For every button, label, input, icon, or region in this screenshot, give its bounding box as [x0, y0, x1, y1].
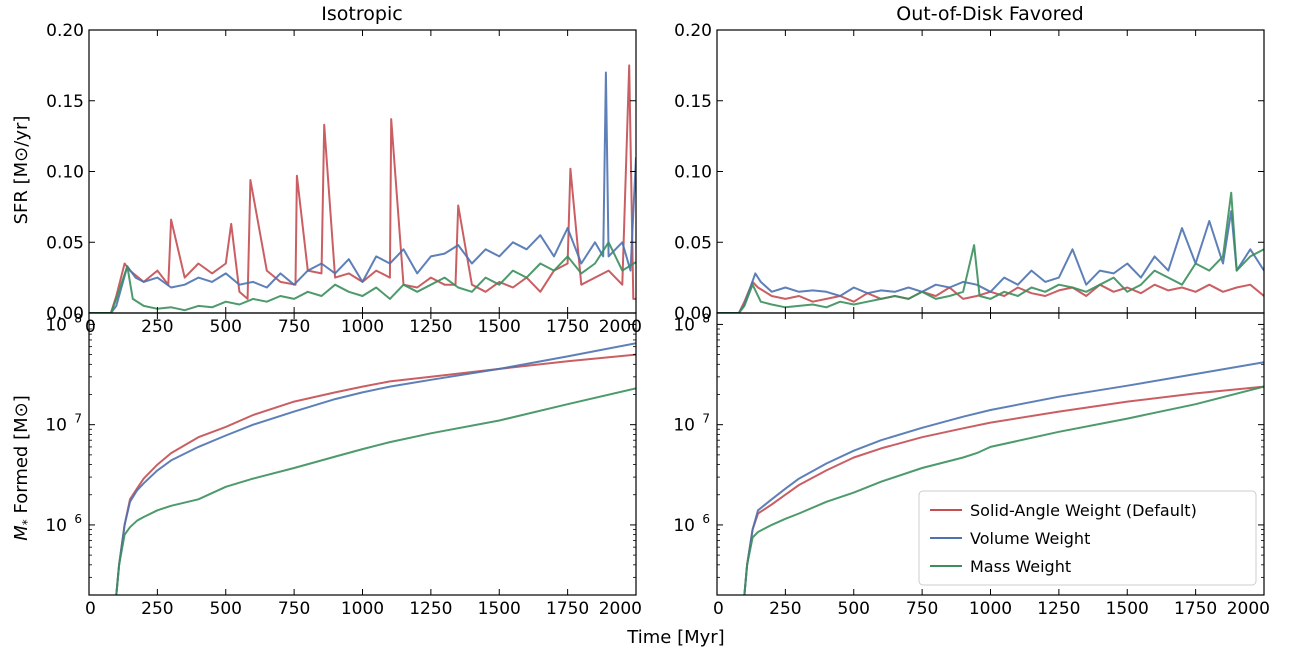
x-tick-label-out-of-disk-mass: 250 — [769, 599, 801, 619]
series-line-isotropic-mass-0 — [115, 353, 636, 595]
y-tick-label-out-of-disk-mass: 10 — [673, 416, 695, 436]
series-line-isotropic-sfr-2 — [89, 241, 636, 313]
x-tick-label-isotropic-mass: 250 — [141, 599, 173, 619]
y-tick-exponent-out-of-disk-mass: 7 — [702, 412, 710, 426]
x-tick-label-isotropic-sfr: 250 — [141, 317, 173, 337]
series-line-isotropic-mass-1 — [115, 342, 636, 595]
x-tick-label-out-of-disk-mass: 500 — [838, 599, 870, 619]
series-line-out-of-disk-sfr-0 — [717, 280, 1264, 313]
legend-box — [918, 490, 1257, 586]
y-tick-exponent-isotropic-mass: 7 — [74, 412, 82, 426]
x-tick-label-out-of-disk-mass: 1500 — [1106, 599, 1149, 619]
y-tick-exponent-out-of-disk-mass: 6 — [702, 512, 710, 526]
title-isotropic: Isotropic — [321, 3, 402, 25]
legend-label-mass: Mass Weight — [970, 557, 1071, 576]
y-tick-exponent-out-of-disk-mass: 8 — [702, 311, 710, 325]
x-tick-label-isotropic-sfr: 1000 — [341, 317, 384, 337]
legend-label-volume: Volume Weight — [970, 529, 1090, 548]
series-line-out-of-disk-mass-1 — [743, 361, 1264, 595]
y-tick-label-out-of-disk-sfr: 0.05 — [674, 233, 712, 253]
legend-label-solid-angle: Solid-Angle Weight (Default) — [970, 501, 1197, 520]
y-tick-label-out-of-disk-mass: 10 — [673, 516, 695, 536]
x-tick-label-out-of-disk-mass: 1750 — [1174, 599, 1217, 619]
y-tick-label-out-of-disk-sfr: 0.15 — [674, 92, 712, 112]
ylabel-mass-sub: * — [20, 519, 34, 525]
y-tick-exponent-isotropic-mass: 6 — [74, 512, 82, 526]
panel-out-of-disk-mass: 0 250 500 750 1000 1250 1500 1750 2000 10 6 10 7 10 8 — [673, 311, 1270, 619]
x-tick-label-isotropic-sfr: 0 — [85, 317, 96, 337]
x-tick-label-out-of-disk-mass: 1000 — [969, 599, 1012, 619]
title-out-of-disk: Out-of-Disk Favored — [896, 3, 1083, 25]
legend: Solid-Angle Weight (Default) Volume Weig… — [918, 490, 1257, 586]
ylabel-mass-symbol: M — [11, 525, 32, 541]
x-tick-label-isotropic-mass: 1500 — [478, 599, 521, 619]
x-tick-label-isotropic-sfr: 1750 — [546, 317, 589, 337]
x-tick-label-isotropic-sfr: 750 — [278, 317, 310, 337]
x-tick-label-out-of-disk-mass: 0 — [713, 599, 724, 619]
x-tick-label-isotropic-mass: 1000 — [341, 599, 384, 619]
series-line-out-of-disk-sfr-1 — [717, 210, 1264, 313]
y-tick-label-isotropic-sfr: 0.00 — [46, 304, 84, 324]
panel-isotropic-mass: 0 250 500 750 1000 1250 1500 1750 2000 10 6 10 7 10 8 — [45, 311, 642, 619]
y-tick-exponent-isotropic-mass: 8 — [74, 311, 82, 325]
x-tick-label-isotropic-mass: 0 — [85, 599, 96, 619]
ylabel-mass: M* Formed [M⊙] — [11, 395, 34, 540]
x-tick-label-isotropic-mass: 1750 — [546, 599, 589, 619]
x-tick-label-out-of-disk-mass: 1250 — [1037, 599, 1080, 619]
x-tick-label-isotropic-sfr: 2000 — [599, 317, 642, 337]
series-line-out-of-disk-sfr-2 — [717, 191, 1264, 313]
xlabel-time: Time [Myr] — [626, 627, 724, 648]
series-line-isotropic-sfr-0 — [89, 64, 636, 313]
y-tick-label-isotropic-sfr: 0.05 — [46, 233, 84, 253]
y-tick-label-out-of-disk-sfr: 0.20 — [674, 21, 712, 41]
y-tick-label-out-of-disk-sfr: 0.10 — [674, 163, 712, 183]
ylabel-mass-suffix: Formed [M⊙] — [11, 395, 32, 519]
y-tick-label-isotropic-sfr: 0.20 — [46, 21, 84, 41]
x-tick-label-isotropic-sfr: 500 — [210, 317, 242, 337]
y-tick-label-isotropic-mass: 10 — [45, 416, 67, 436]
x-tick-label-isotropic-sfr: 1500 — [478, 317, 521, 337]
x-tick-label-isotropic-mass: 500 — [210, 599, 242, 619]
x-tick-label-isotropic-mass: 750 — [278, 599, 310, 619]
x-tick-label-isotropic-mass: 2000 — [599, 599, 642, 619]
y-tick-label-isotropic-sfr: 0.15 — [46, 92, 84, 112]
x-tick-label-out-of-disk-mass: 2000 — [1227, 599, 1270, 619]
series-line-isotropic-mass-2 — [115, 387, 636, 595]
x-tick-label-out-of-disk-mass: 750 — [906, 599, 938, 619]
y-tick-label-isotropic-sfr: 0.10 — [46, 163, 84, 183]
x-tick-label-isotropic-mass: 1250 — [409, 599, 452, 619]
ylabel-sfr: SFR [M⊙/yr] — [11, 116, 32, 225]
y-tick-label-out-of-disk-sfr: 0.00 — [674, 304, 712, 324]
panel-isotropic-sfr: 0 250 500 750 1000 1250 1500 1750 2000 0.00 0.05 0.… — [46, 21, 642, 337]
y-tick-label-out-of-disk-mass: 10 — [673, 315, 695, 335]
series-line-out-of-disk-mass-2 — [743, 385, 1264, 595]
y-tick-label-isotropic-mass: 10 — [45, 516, 67, 536]
panel-out-of-disk-sfr: 0.00 0.05 0.10 0.15 0.20 — [674, 21, 1265, 324]
y-tick-label-isotropic-mass: 10 — [45, 315, 67, 335]
x-tick-label-isotropic-sfr: 1250 — [409, 317, 452, 337]
series-line-isotropic-sfr-1 — [89, 71, 636, 313]
